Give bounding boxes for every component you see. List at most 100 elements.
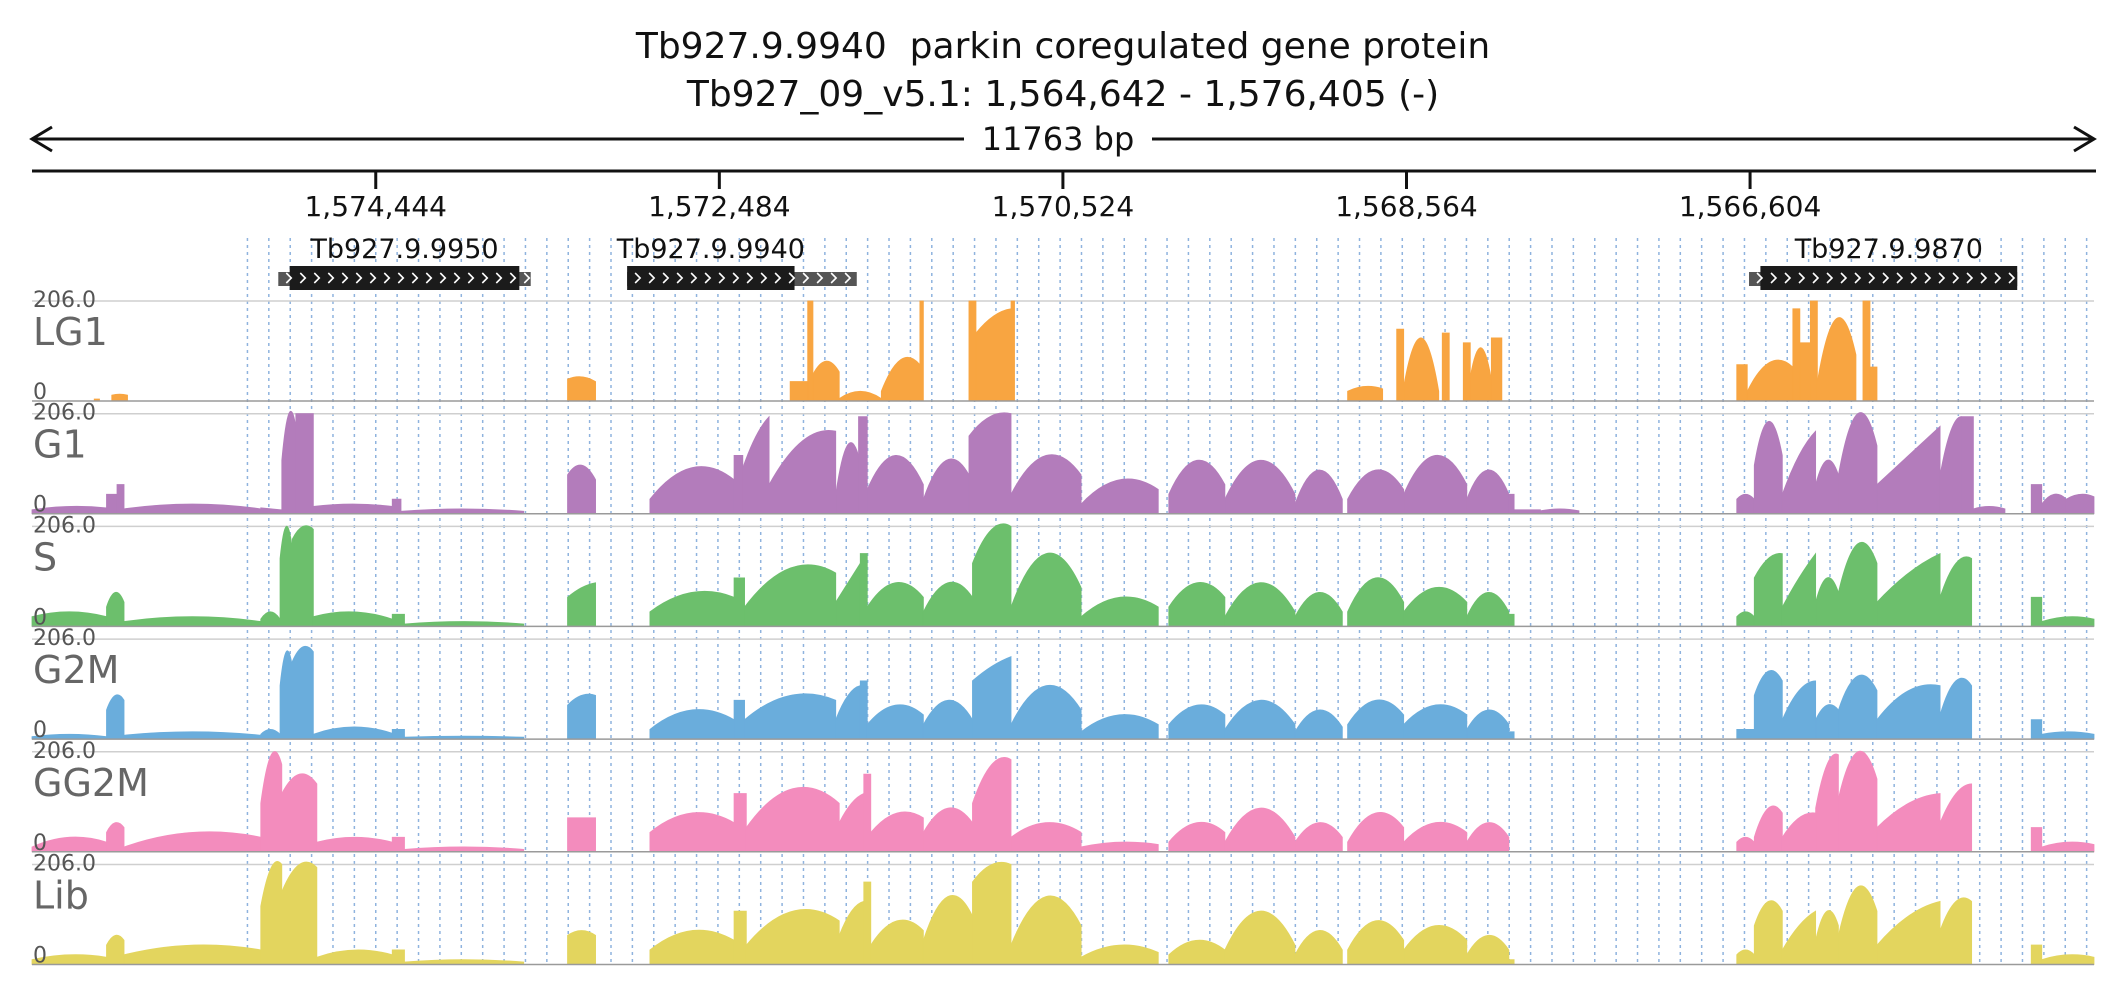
coverage-block [1347,920,1405,965]
coverage-block [2041,616,2095,627]
gene-Tb927-9-9870: Tb927.9.9870 [1749,234,2018,290]
gene-strand-chevrons [634,272,852,284]
coverage-block [1838,885,1878,965]
coverage-block [1224,699,1296,740]
coverage-block [1781,812,1817,853]
coverage-block [1010,552,1082,627]
coverage-block [391,836,405,853]
coverage-block [1876,793,1941,853]
gene-label: Tb927.9.9870 [1794,234,1983,265]
coverage-block [733,793,747,853]
y-min-label: 0 [33,831,47,856]
coverage-block [2030,719,2043,740]
coverage-block [922,458,970,515]
coverage-block [1403,586,1468,627]
coverage-block [1781,910,1817,965]
span-arrow-left-head [29,125,53,153]
coverage-block [1746,359,1794,402]
coverage-block [649,709,735,740]
coverage-block [1466,709,1510,740]
coverage-block [1815,753,1839,853]
coverage-block [1347,699,1405,740]
track-name: Lib [33,874,89,918]
y-max-label: 206.0 [33,626,96,651]
coverage-block [111,393,128,402]
coverage-block [975,308,1012,402]
y-max-label: 206.0 [33,401,96,426]
coverage-block [1939,783,1973,853]
coverage-block [972,861,1012,965]
coverage-block [123,731,262,740]
coverage-block [866,582,924,627]
y-min-label: 0 [33,380,47,405]
coverage-block [1010,300,1015,402]
tick-label: 1,568,564 [1335,190,1478,223]
coverage-block [2041,841,2095,853]
coverage-block [789,381,809,402]
coverage-block [1403,925,1468,965]
coverage-block [919,300,924,402]
coverage-block [880,356,921,402]
y-min-label: 0 [33,944,47,969]
coverage-block [649,466,735,515]
coverage-block [1441,332,1450,402]
coverage-block [733,577,745,627]
coverage-block [1466,934,1510,965]
coverage-block [1753,805,1783,853]
coverage-block [835,442,859,515]
coverage-block [123,503,262,515]
coverage-block [567,817,596,853]
coverage-block [1869,366,1878,402]
coverage-block [1224,582,1296,627]
coverage-block [1462,342,1471,402]
coverage-block [1736,364,1748,402]
coverage-block [972,523,1012,627]
coverage-block [2030,596,2043,627]
coverage-block [1809,300,1818,402]
coverage-block [972,655,1012,740]
coverage-block [1294,469,1343,515]
coverage-block [807,300,814,402]
coverage-tracks: 206.00LG1206.00G1206.00S206.00G2M206.00G… [31,288,2095,969]
coverage-block [1876,900,1941,965]
y-min-label: 0 [33,605,47,630]
coverage-block [567,693,596,740]
coverage-block [1838,542,1878,627]
coverage-block [1168,939,1226,965]
track-name: LG1 [33,310,108,354]
coverage-block [404,846,525,853]
coverage-block [1815,577,1839,627]
coverage-block [863,773,872,853]
coverage-block [863,881,872,965]
coverage-block [260,611,281,627]
coverage-block [312,611,393,627]
coverage-block [744,693,837,740]
coverage-block [1294,709,1343,740]
coverage-block [1168,821,1226,853]
y-max-label: 206.0 [33,288,96,313]
coverage-block [1876,552,1941,627]
coverage-block [870,811,924,853]
coverage-block [922,895,973,965]
coverage-block [866,455,924,515]
chart-subtitle: Tb927_09_v5.1: 1,564,642 - 1,576,405 (-) [686,74,1439,115]
gene-Tb927-9-9940: Tb927.9.9940 [616,234,857,290]
coverage-block [1403,337,1440,402]
tick-label: 1,572,484 [648,190,791,223]
coverage-block [922,581,973,627]
coverage-block [567,376,596,402]
track-name: S [33,535,57,579]
coverage-block [1838,750,1878,853]
track-name: G1 [33,423,87,467]
coverage-block [123,616,262,627]
coverage-block [922,807,973,853]
coverage-block [866,704,924,740]
coverage-block [1294,592,1343,627]
coverage-block [1753,900,1783,965]
coverage-block [1862,300,1871,402]
coverage-block [1080,596,1159,627]
coverage-block [1396,328,1405,402]
coverage-block [1508,613,1515,627]
coverage-block [835,561,861,627]
coverage-block [838,900,865,965]
